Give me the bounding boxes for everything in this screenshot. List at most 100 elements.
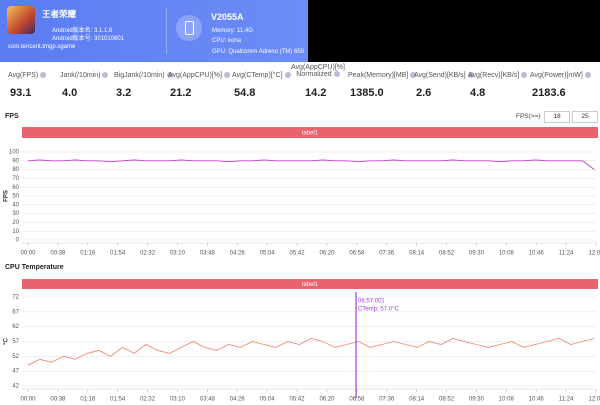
y-tick-label: 90 [12,158,19,164]
help-icon[interactable] [410,72,417,79]
y-tick-label: 72 [12,295,19,301]
label-band [22,127,598,138]
stat-value: 21.2 [170,87,192,99]
y-tick-label: 42 [12,384,19,390]
x-tick-label: 02:32 [140,251,156,257]
device-icon [176,15,202,41]
stat-label: Avg(CTemp)[°C] [232,72,291,79]
x-tick-label: 09:30 [469,397,485,403]
device-cpu: CPU: kona [212,38,242,44]
app-version-code: Android版本号: 301010601 [52,36,125,42]
x-tick-label: 06:20 [319,251,335,257]
x-tick-label: 00:38 [50,251,66,257]
help-icon[interactable] [40,72,47,79]
stat-value: 2.6 [416,87,432,99]
device-model: V2055A [211,12,244,22]
x-tick-label: 07:36 [379,251,395,257]
help-icon[interactable] [521,72,528,79]
app-package: com.tencent.tmgp.sgame [8,44,76,50]
x-tick-label: 10:46 [529,397,545,403]
cursor-time: 06:57:001 [358,299,385,305]
stat-label: Peak(Memory)[MB] [348,72,417,79]
x-tick-label: 05:04 [260,251,276,257]
y-tick-label: 30 [12,211,19,217]
x-tick-label: 07:36 [379,397,395,403]
stat-label-text: Jank(/10min) [60,72,101,79]
x-tick-label: 01:54 [110,397,126,403]
stat-label: Avg(FPS) [8,72,47,79]
stat-value: 93.1 [10,87,32,99]
x-tick-label: 08:52 [439,397,455,403]
y-tick-label: 10 [12,229,19,235]
x-tick-label: 00:38 [50,397,66,403]
stat-label-text: Avg(Recv)[KB/s] [468,72,520,79]
x-tick-label: 03:48 [200,251,216,257]
help-icon[interactable] [467,72,474,79]
y-tick-label: 50 [12,194,19,200]
help-icon[interactable] [223,72,230,79]
stat-value: 2183.6 [532,87,566,99]
x-tick-label: 06:58 [349,251,365,257]
y-tick-label: 47 [12,369,19,375]
series-line [27,159,595,170]
x-tick-label: 03:10 [170,397,186,403]
stat-value: 1385.0 [350,87,384,99]
app-icon [7,6,35,34]
y-tick-label: 57 [12,339,19,345]
x-tick-label: 12:02 [588,397,600,403]
x-tick-label: 11:24 [559,251,574,257]
stat-label-text: BigJank(/10min) [114,72,165,79]
help-icon[interactable] [102,72,109,79]
stat-label: Avg(Recv)[KB/s] [468,72,528,79]
stat-label: Jank(/10min) [60,72,109,79]
x-tick-label: 03:48 [200,397,216,403]
app-name: 王者荣耀 [42,9,77,19]
stat-label-text: Avg(FPS) [8,72,39,79]
x-tick-label: 10:46 [529,251,545,257]
x-tick-label: 01:16 [80,251,96,257]
help-icon[interactable] [333,71,340,78]
x-tick-label: 05:04 [260,397,276,403]
stat-value: 4.8 [470,87,486,99]
fps-threshold-input[interactable]: 25 [572,111,598,123]
x-tick-label: 12:02 [588,251,600,257]
x-tick-label: 10:08 [499,397,515,403]
x-tick-label: 04:26 [230,251,246,257]
y-tick-label: 67 [12,309,19,315]
temp-title: CPU Temperature [5,264,64,271]
stat-label-text: Avg(AppCPU)[%] [168,72,222,79]
label-band-text: label1 [302,131,319,137]
y-tick-label: 80 [12,167,19,173]
help-icon[interactable] [584,72,591,79]
x-tick-label: 00:00 [20,251,36,257]
x-tick-label: 05:42 [290,251,306,257]
stat-label: Avg(Power)[mW] [530,72,591,79]
stat-label-text: Avg(CTemp)[°C] [232,72,283,79]
help-icon[interactable] [166,72,173,79]
y-tick-label: 62 [12,324,19,330]
x-tick-label: 06:58 [349,397,365,403]
x-tick-label: 00:00 [20,397,36,403]
label-band-text: label1 [302,282,319,288]
stat-value: 14.2 [305,87,327,99]
x-tick-label: 06:20 [319,397,335,403]
x-tick-label: 08:52 [439,251,455,257]
y-tick-label: 40 [12,202,19,208]
stat-value: 54.8 [234,87,256,99]
x-tick-label: 08:14 [409,397,425,403]
y-tick-label: 20 [12,220,19,226]
fps-threshold-input[interactable]: 18 [544,111,570,123]
cursor-value: CTemp: 57.0°C [358,307,399,313]
x-tick-label: 10:08 [499,251,515,257]
app-version-name: Android版本名: 3.1.1.6 [52,28,113,34]
y-tick-label: 52 [12,354,19,360]
y-tick-label: 70 [12,176,19,182]
divider [166,8,167,54]
device-memory: Memory: 11.4G [212,28,253,34]
x-tick-label: 01:16 [80,397,96,403]
x-tick-label: 09:30 [469,251,485,257]
fps-threshold-label: FPS(>=) [516,113,541,120]
stat-value: 3.2 [116,87,132,99]
header-blank [308,0,600,62]
help-icon[interactable] [284,72,291,79]
